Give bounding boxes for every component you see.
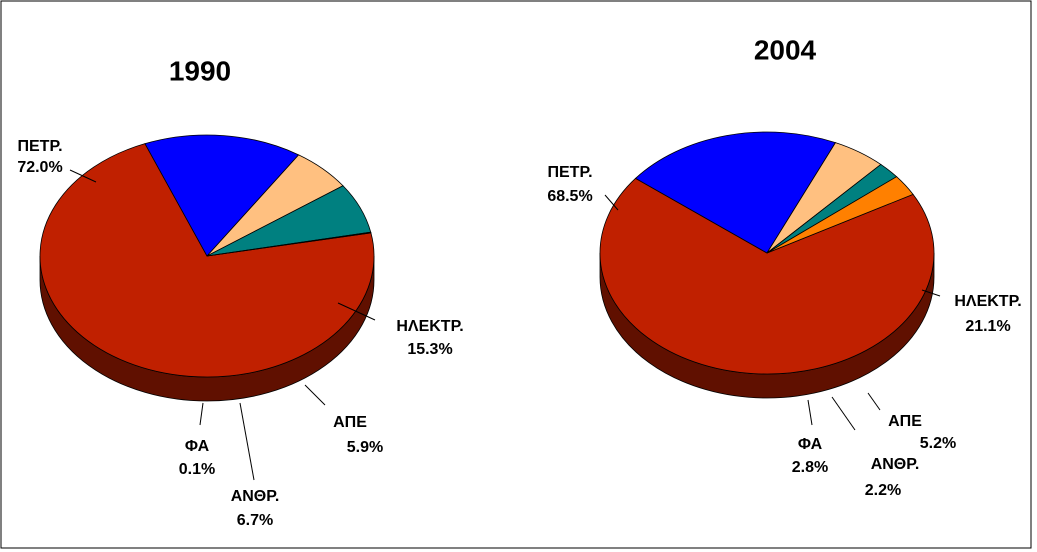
value-label: 5.2% (920, 435, 956, 452)
value-label: 2.8% (792, 459, 828, 476)
category-label: ΑΠΕ (888, 413, 922, 430)
category-label: ΑΝΘΡ. (871, 456, 920, 473)
value-label: 6.7% (237, 512, 273, 529)
value-label: 0.1% (179, 461, 215, 478)
leader-line (239, 402, 255, 481)
chart-title: 2004 (754, 34, 817, 65)
leader-line (831, 396, 856, 431)
value-label: 15.3% (407, 341, 452, 358)
leader-line (604, 194, 619, 211)
slice (144, 134, 300, 257)
value-label: 5.9% (347, 439, 383, 456)
category-label: ΑΠΕ (333, 414, 367, 431)
slice (599, 177, 935, 375)
category-label: ΑΝΘΡ. (231, 488, 280, 505)
slice (766, 176, 914, 254)
category-label: ΠΕΤΡ. (547, 164, 592, 181)
category-label: ΗΛΕΚΤΡ. (954, 293, 1021, 310)
leader-line (807, 399, 813, 426)
leader-line (867, 392, 881, 411)
leader-line (921, 289, 941, 297)
leader-line (337, 302, 376, 321)
category-label: ΦΑ (798, 436, 823, 453)
slice (39, 143, 375, 378)
leader-line (304, 384, 326, 406)
category-label: ΗΛΕΚΤΡ. (396, 318, 463, 335)
value-label: 68.5% (547, 188, 592, 205)
value-label: 21.1% (965, 318, 1010, 335)
chart-title: 1990 (169, 55, 231, 86)
category-label: ΦΑ (185, 438, 210, 455)
category-label: ΠΕΤΡ. (17, 138, 62, 155)
slice (206, 231, 372, 257)
leader-line (69, 169, 97, 183)
leader-line (199, 402, 204, 426)
value-label: 2.2% (865, 482, 901, 499)
value-label: 72.0% (17, 159, 62, 176)
